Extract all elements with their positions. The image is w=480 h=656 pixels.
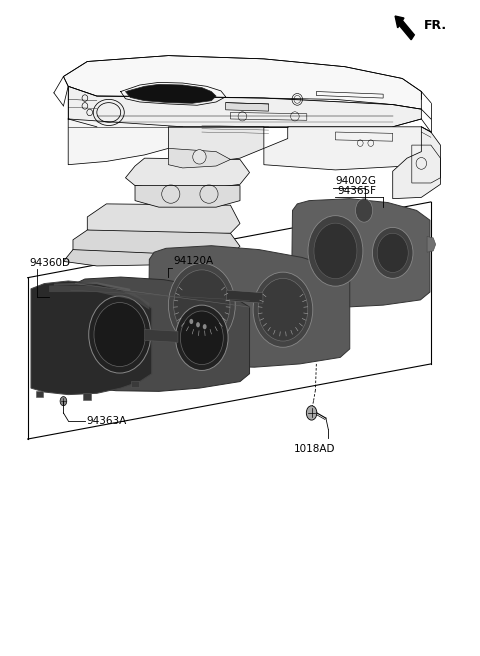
- Text: 1018AD: 1018AD: [293, 444, 335, 454]
- Ellipse shape: [258, 278, 308, 341]
- Ellipse shape: [372, 228, 413, 278]
- Ellipse shape: [174, 270, 230, 340]
- Polygon shape: [168, 127, 264, 165]
- Circle shape: [60, 397, 67, 405]
- Ellipse shape: [377, 234, 408, 272]
- Ellipse shape: [253, 272, 313, 347]
- FancyBboxPatch shape: [84, 394, 91, 400]
- Polygon shape: [393, 127, 441, 199]
- Polygon shape: [71, 277, 250, 392]
- Circle shape: [356, 199, 372, 222]
- Polygon shape: [49, 285, 149, 310]
- Polygon shape: [87, 204, 240, 236]
- Ellipse shape: [168, 263, 235, 347]
- Text: 94002G: 94002G: [336, 176, 376, 186]
- Polygon shape: [168, 148, 230, 168]
- Polygon shape: [31, 281, 152, 395]
- Ellipse shape: [180, 311, 223, 365]
- Polygon shape: [125, 85, 216, 103]
- Polygon shape: [63, 250, 202, 266]
- Circle shape: [190, 319, 193, 324]
- Text: 94365F: 94365F: [338, 186, 377, 196]
- Ellipse shape: [193, 150, 206, 164]
- Ellipse shape: [94, 302, 145, 367]
- Text: FR.: FR.: [424, 19, 447, 32]
- Ellipse shape: [308, 216, 363, 286]
- Text: 94363A: 94363A: [86, 416, 127, 426]
- Polygon shape: [135, 186, 240, 207]
- Polygon shape: [54, 282, 130, 291]
- Polygon shape: [427, 237, 436, 252]
- Ellipse shape: [176, 305, 228, 371]
- Circle shape: [203, 324, 206, 329]
- Polygon shape: [125, 158, 250, 190]
- Polygon shape: [144, 329, 178, 342]
- Polygon shape: [226, 102, 269, 111]
- Polygon shape: [291, 199, 430, 307]
- Polygon shape: [68, 87, 421, 127]
- FancyArrow shape: [395, 16, 414, 40]
- Ellipse shape: [314, 223, 357, 279]
- FancyBboxPatch shape: [36, 391, 43, 398]
- Polygon shape: [73, 230, 240, 256]
- Polygon shape: [68, 119, 183, 165]
- Polygon shape: [148, 246, 350, 367]
- Polygon shape: [227, 290, 263, 303]
- Polygon shape: [264, 127, 431, 170]
- Ellipse shape: [89, 296, 151, 373]
- Text: 94120A: 94120A: [173, 256, 213, 266]
- FancyBboxPatch shape: [131, 381, 139, 388]
- Text: 94360D: 94360D: [29, 258, 70, 268]
- Circle shape: [196, 322, 200, 327]
- Polygon shape: [63, 56, 421, 109]
- Circle shape: [306, 405, 317, 420]
